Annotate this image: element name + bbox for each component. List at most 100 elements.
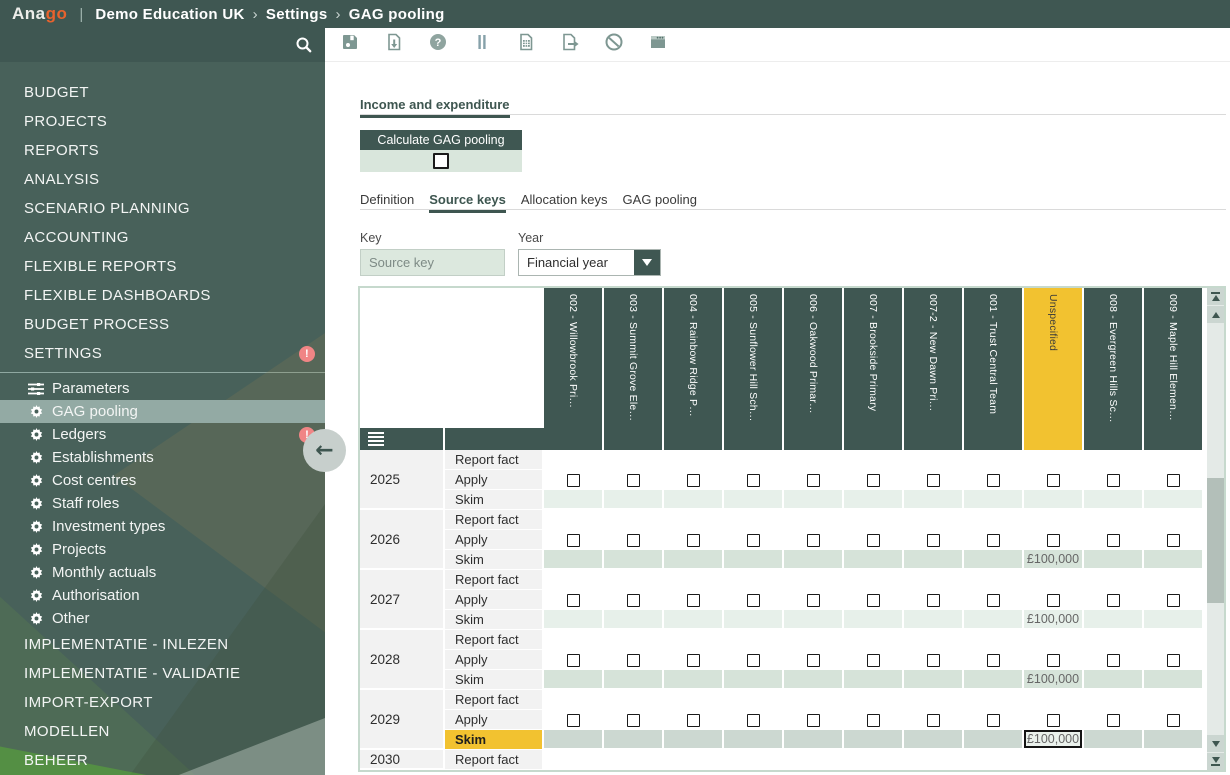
column-header-003-summit-grove-ele[interactable]: 003 - Summit Grove Ele… <box>604 288 664 450</box>
apply-checkbox[interactable] <box>807 594 820 607</box>
skim-cell[interactable] <box>1084 610 1144 630</box>
skim-cell[interactable] <box>1084 490 1144 510</box>
apply-checkbox[interactable] <box>1107 534 1120 547</box>
scroll-down-button[interactable] <box>1207 735 1224 752</box>
apply-checkbox[interactable] <box>987 714 1000 727</box>
sidebar-item-investment-types[interactable]: Investment types <box>0 515 325 538</box>
apply-checkbox[interactable] <box>747 594 760 607</box>
skim-cell[interactable] <box>544 730 604 750</box>
skim-cell[interactable] <box>544 610 604 630</box>
sidebar-item-budget-process[interactable]: BUDGET PROCESS <box>0 310 325 339</box>
column-header-005-sunflower-hill-sch[interactable]: 005 - Sunflower Hill Sch… <box>724 288 784 450</box>
save-button[interactable] <box>339 34 361 56</box>
apply-checkbox[interactable] <box>1107 714 1120 727</box>
apply-checkbox[interactable] <box>867 534 880 547</box>
skim-cell[interactable] <box>664 490 724 510</box>
sidebar-item-flexible-reports[interactable]: FLEXIBLE REPORTS <box>0 252 325 281</box>
skim-cell[interactable] <box>1144 670 1204 690</box>
skim-cell[interactable] <box>1024 490 1084 510</box>
apply-checkbox[interactable] <box>867 654 880 667</box>
apply-checkbox[interactable] <box>1167 714 1180 727</box>
sidebar-item-accounting[interactable]: ACCOUNTING <box>0 223 325 252</box>
skim-cell[interactable] <box>724 670 784 690</box>
apply-checkbox[interactable] <box>987 654 1000 667</box>
column-header-unspecified[interactable]: Unspecified <box>1024 288 1084 450</box>
apply-checkbox[interactable] <box>747 534 760 547</box>
apply-checkbox[interactable] <box>927 534 940 547</box>
calculator-button[interactable] <box>515 34 537 56</box>
section-tab-income-and-expenditure[interactable]: Income and expenditure <box>360 97 510 118</box>
skim-cell[interactable] <box>664 730 724 750</box>
apply-checkbox[interactable] <box>747 654 760 667</box>
skim-cell[interactable] <box>1144 490 1204 510</box>
breadcrumb-item-demo-education-uk[interactable]: Demo Education UK <box>95 6 244 23</box>
sidebar-item-cost-centres[interactable]: Cost centres <box>0 469 325 492</box>
apply-checkbox[interactable] <box>1107 654 1120 667</box>
apply-checkbox[interactable] <box>987 534 1000 547</box>
apply-checkbox[interactable] <box>987 594 1000 607</box>
breadcrumb-item-settings[interactable]: Settings <box>266 6 328 23</box>
apply-checkbox[interactable] <box>807 654 820 667</box>
scroll-up-button[interactable] <box>1207 306 1224 323</box>
skim-cell[interactable] <box>1084 670 1144 690</box>
apply-checkbox[interactable] <box>927 474 940 487</box>
skim-cell[interactable] <box>724 550 784 570</box>
skim-cell[interactable] <box>1084 550 1144 570</box>
skim-cell[interactable] <box>544 550 604 570</box>
skim-cell[interactable] <box>784 490 844 510</box>
skim-cell[interactable] <box>784 670 844 690</box>
sidebar-item-projects[interactable]: PROJECTS <box>0 107 325 136</box>
skim-cell[interactable] <box>964 730 1024 750</box>
sidebar-item-staff-roles[interactable]: Staff roles <box>0 492 325 515</box>
skim-cell[interactable] <box>604 550 664 570</box>
calculate-checkbox[interactable] <box>433 153 449 169</box>
sidebar-item-implementatie-validatie[interactable]: IMPLEMENTATIE - VALIDATIE <box>0 659 325 688</box>
sidebar-item-parameters[interactable]: Parameters <box>0 377 325 400</box>
scrollbar-thumb[interactable] <box>1207 478 1224 603</box>
apply-checkbox[interactable] <box>687 654 700 667</box>
skim-cell[interactable] <box>664 670 724 690</box>
column-header-001-trust-central-team[interactable]: 001 - Trust Central Team <box>964 288 1024 450</box>
skim-cell[interactable] <box>784 610 844 630</box>
sidebar-item-implementatie-inlezen[interactable]: IMPLEMENTATIE - INLEZEN <box>0 630 325 659</box>
skim-cell[interactable] <box>904 730 964 750</box>
column-header-007-brookside-primary[interactable]: 007 - Brookside Primary <box>844 288 904 450</box>
apply-checkbox[interactable] <box>927 594 940 607</box>
sidebar-item-gag-pooling[interactable]: GAG pooling <box>0 400 325 423</box>
import-button[interactable] <box>383 34 405 56</box>
tab-gag-pooling[interactable]: GAG pooling <box>623 192 697 210</box>
skim-cell[interactable] <box>604 730 664 750</box>
skim-cell[interactable] <box>844 670 904 690</box>
apply-checkbox[interactable] <box>567 714 580 727</box>
skim-cell[interactable] <box>904 610 964 630</box>
apply-checkbox[interactable] <box>627 654 640 667</box>
export-button[interactable] <box>559 34 581 56</box>
apply-checkbox[interactable] <box>1047 594 1060 607</box>
window-button[interactable] <box>647 34 669 56</box>
apply-checkbox[interactable] <box>747 474 760 487</box>
app-logo[interactable]: Anago <box>12 4 67 24</box>
apply-checkbox[interactable] <box>687 474 700 487</box>
skim-cell[interactable] <box>784 550 844 570</box>
apply-checkbox[interactable] <box>627 534 640 547</box>
apply-checkbox[interactable] <box>867 714 880 727</box>
apply-checkbox[interactable] <box>567 534 580 547</box>
apply-checkbox[interactable] <box>1107 474 1120 487</box>
tab-definition[interactable]: Definition <box>360 192 414 210</box>
column-header-009-maple-hill-elemen[interactable]: 009 - Maple Hill Elemen… <box>1144 288 1204 450</box>
skim-cell[interactable] <box>964 670 1024 690</box>
skim-cell[interactable] <box>604 610 664 630</box>
apply-checkbox[interactable] <box>927 714 940 727</box>
skim-cell[interactable] <box>664 550 724 570</box>
sidebar-item-projects[interactable]: Projects <box>0 538 325 561</box>
calculate-gag-pooling-button[interactable]: Calculate GAG pooling <box>360 130 522 150</box>
apply-checkbox[interactable] <box>1047 714 1060 727</box>
skim-cell[interactable] <box>1084 730 1144 750</box>
source-key-input[interactable] <box>360 249 505 276</box>
pause-button[interactable] <box>471 34 493 56</box>
search-button[interactable] <box>293 34 315 56</box>
apply-checkbox[interactable] <box>567 594 580 607</box>
help-button[interactable]: ? <box>427 34 449 56</box>
apply-checkbox[interactable] <box>1167 474 1180 487</box>
skim-cell[interactable] <box>544 490 604 510</box>
